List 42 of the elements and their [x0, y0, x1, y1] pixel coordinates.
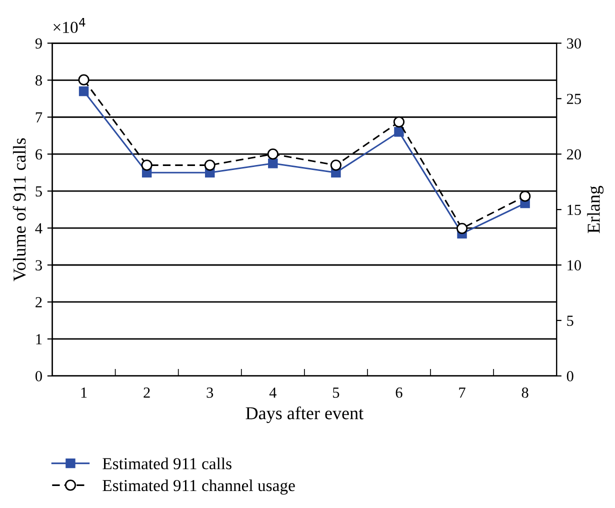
point	[268, 158, 278, 168]
y2-tick-label: 10	[568, 260, 581, 270]
point	[394, 127, 404, 137]
point	[78, 86, 89, 96]
point	[267, 148, 278, 160]
x-tick-label: 2	[144, 388, 150, 398]
x-tick-label: 6	[396, 388, 402, 398]
legend-label: Estimated 911 calls	[102, 458, 232, 470]
point	[204, 160, 216, 171]
point	[330, 160, 342, 171]
y-axis-title: Volume of 911 calls	[12, 138, 26, 282]
y-tick-label: 7	[36, 112, 42, 122]
y-tick-label: 4	[35, 223, 42, 234]
y2-tick-label: 0	[566, 371, 574, 382]
x-tick-label: 1	[81, 388, 87, 398]
x-tick-label: 4	[269, 388, 276, 398]
y-tick-label: 5	[36, 186, 42, 197]
text: ×10$^{4}$	[54, 18, 86, 34]
y-tick-label: 9	[35, 38, 42, 49]
y-tick-label: 2	[36, 297, 42, 308]
y2-tick-label: 25	[566, 94, 581, 104]
x-axis-title: Days after event	[246, 406, 364, 424]
y2-tick-label: 30	[567, 38, 581, 49]
y2-tick-label: 20	[566, 149, 581, 160]
y-tick-label: 1	[36, 334, 42, 344]
y2-tick-label: 15	[568, 204, 581, 215]
x-tick-label: 8	[522, 387, 528, 398]
x-tick-label: 5	[333, 388, 340, 398]
x-tick-label: 3	[206, 388, 214, 398]
point	[78, 74, 90, 86]
point	[393, 116, 405, 128]
point	[141, 160, 152, 171]
y2-tick-label: 5	[567, 316, 574, 326]
y-tick-label: 3	[36, 260, 42, 270]
y-tick-label: 8	[35, 75, 42, 86]
x-tick-label: 7	[459, 388, 466, 398]
y-tick-label: 6	[36, 149, 42, 160]
point	[520, 190, 531, 202]
legend-label: Estimated 911 channel usage	[102, 479, 295, 495]
y-tick-label: 0	[35, 371, 42, 382]
y2-axis-title: Erlang	[587, 186, 604, 234]
point	[456, 222, 468, 234]
